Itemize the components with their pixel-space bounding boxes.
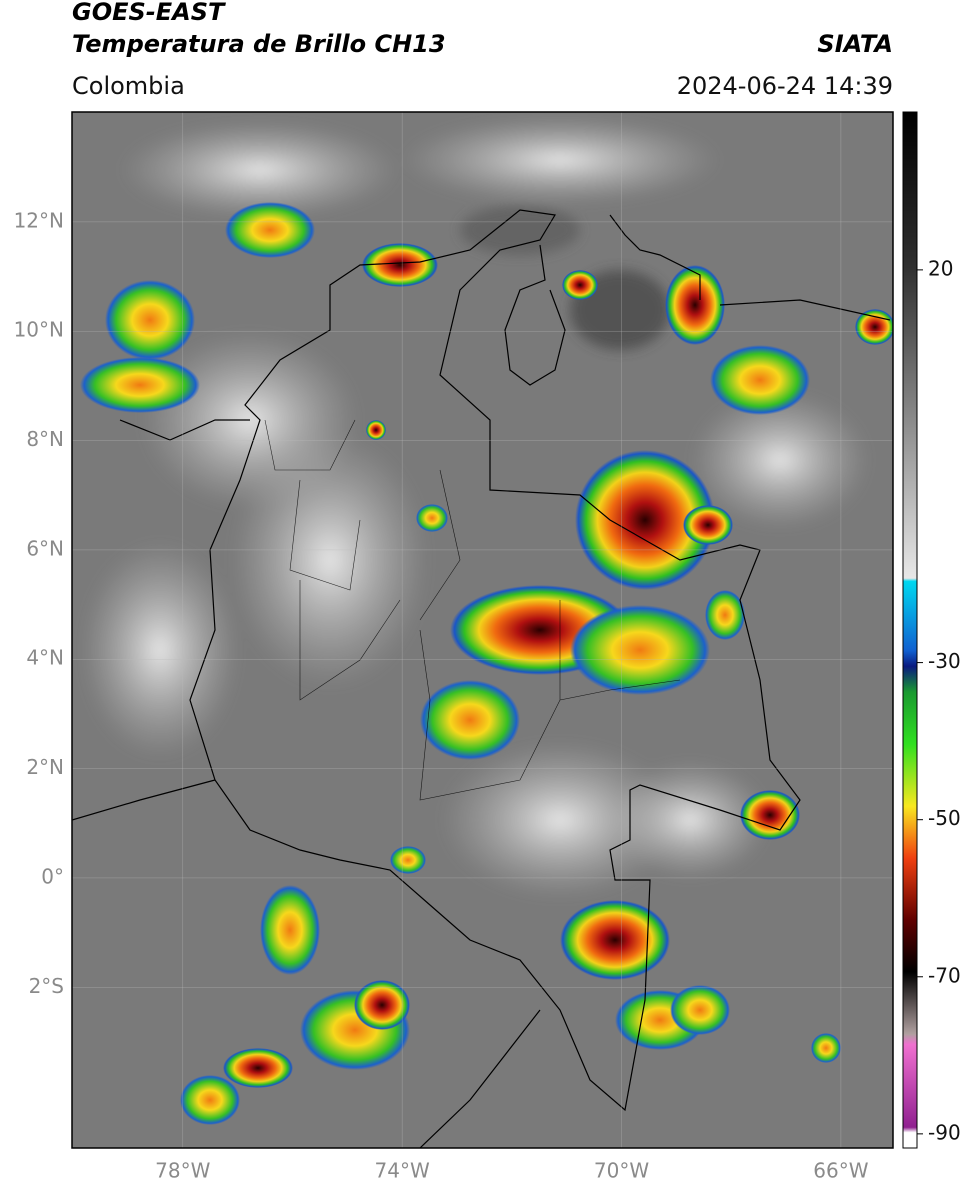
storm-cell bbox=[420, 680, 520, 760]
storm-cell bbox=[390, 846, 426, 874]
lat-tick-label: 2°N bbox=[26, 755, 64, 779]
colorbar-tick-label: -90 bbox=[928, 1120, 961, 1144]
title-line1: GOES-EAST bbox=[72, 0, 226, 26]
storm-cell bbox=[225, 202, 315, 258]
coastline bbox=[609, 214, 701, 300]
storm-cell bbox=[670, 985, 730, 1035]
map-image bbox=[72, 112, 893, 1148]
cloud bbox=[120, 120, 400, 220]
cloud bbox=[80, 540, 240, 760]
storm-cell bbox=[354, 980, 410, 1030]
lat-tick-label: 0° bbox=[41, 864, 64, 888]
lat-tick-label: 12°N bbox=[14, 208, 64, 232]
lon-tick-label: 78°W bbox=[155, 1159, 210, 1183]
cloud bbox=[230, 430, 430, 690]
cold-top bbox=[460, 205, 580, 255]
title-line2: Temperatura de Brillo CH13 bbox=[72, 30, 446, 58]
country-border bbox=[719, 299, 891, 321]
lat-tick-label: 8°N bbox=[26, 427, 64, 451]
source: SIATA bbox=[817, 30, 893, 58]
storm-cell bbox=[260, 885, 320, 975]
colorbar-tick-label: 20 bbox=[928, 256, 953, 280]
lat-tick-label: 10°N bbox=[14, 318, 64, 342]
storm-cell bbox=[180, 1075, 240, 1125]
storm-cell bbox=[705, 590, 745, 640]
storm-cell bbox=[80, 357, 200, 413]
storm-cell bbox=[562, 270, 598, 300]
storm-cell bbox=[366, 420, 386, 440]
storm-cell bbox=[683, 505, 733, 545]
department-borders bbox=[264, 419, 681, 801]
storm-cell bbox=[105, 280, 195, 360]
colorbar-tick-label: -50 bbox=[928, 806, 961, 830]
storm-cell bbox=[570, 605, 710, 695]
storm-cell bbox=[575, 450, 715, 590]
storm-cell bbox=[362, 243, 438, 287]
grid bbox=[72, 112, 893, 1148]
storm-cell bbox=[855, 309, 893, 345]
department-border bbox=[264, 419, 681, 801]
map-frame bbox=[71, 111, 894, 1149]
borders bbox=[72, 209, 891, 1148]
cloud bbox=[440, 740, 680, 900]
storm-cell bbox=[223, 1048, 293, 1088]
coastline bbox=[119, 419, 250, 441]
coastline bbox=[504, 244, 566, 386]
lon-tick-label: 74°W bbox=[375, 1159, 430, 1183]
cloud bbox=[690, 390, 870, 530]
lat-tick-label: 4°N bbox=[26, 646, 64, 670]
storm-cell bbox=[416, 504, 448, 532]
convection bbox=[80, 202, 893, 1125]
country-border bbox=[189, 209, 801, 1112]
cloud-field bbox=[80, 115, 870, 900]
region: Colombia bbox=[72, 72, 185, 100]
storm-cell bbox=[740, 790, 800, 840]
storm-cell bbox=[560, 900, 670, 980]
cloud bbox=[610, 760, 770, 880]
lon-tick-label: 66°W bbox=[813, 1159, 868, 1183]
datetime: 2024-06-24 14:39 bbox=[677, 72, 893, 100]
colorbar-tick-label: -70 bbox=[928, 963, 961, 987]
storm-cell bbox=[710, 345, 810, 415]
storm-cell bbox=[665, 265, 725, 345]
colorbar bbox=[902, 111, 918, 1149]
cloud bbox=[400, 115, 720, 205]
lat-tick-label: 6°N bbox=[26, 536, 64, 560]
country-border bbox=[72, 779, 541, 1148]
colorbar-tick-label: -30 bbox=[928, 649, 961, 673]
storm-cell bbox=[811, 1033, 841, 1063]
lon-tick-label: 70°W bbox=[594, 1159, 649, 1183]
lat-tick-label: 2°S bbox=[29, 974, 64, 998]
